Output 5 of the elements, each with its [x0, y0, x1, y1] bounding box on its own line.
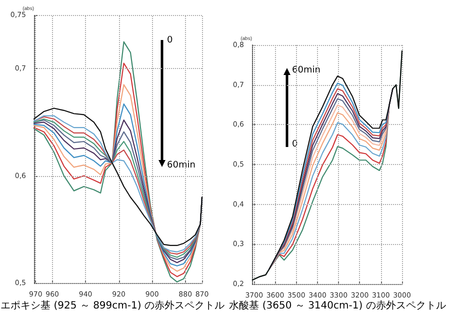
annotation: 0 — [167, 36, 173, 46]
text: 水酸基 (3650 ～ 3140cm-1) の赤外スペクトル — [229, 300, 446, 312]
annotation: 60min — [292, 66, 320, 76]
text: エポキシ基 (925 ～ 899cm-1) の赤外スペクトル — [0, 300, 224, 312]
annotation: 60min — [167, 160, 196, 170]
